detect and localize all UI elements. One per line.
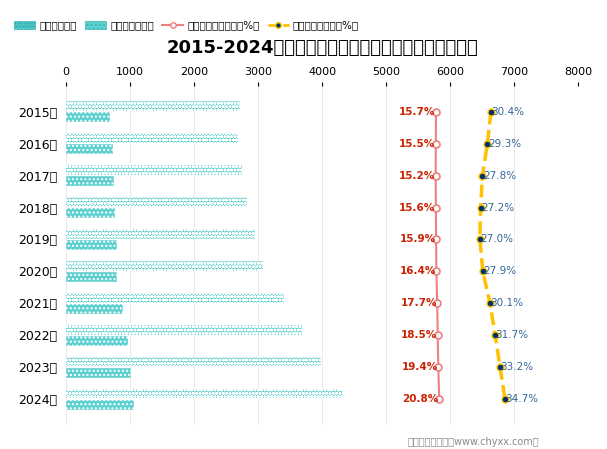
- Bar: [66, 145, 113, 154]
- Text: 31.7%: 31.7%: [495, 330, 529, 340]
- Bar: [66, 336, 128, 346]
- Text: 15.6%: 15.6%: [399, 202, 435, 212]
- Text: 20.8%: 20.8%: [402, 394, 439, 404]
- Bar: [66, 176, 114, 186]
- Text: 15.9%: 15.9%: [399, 234, 436, 244]
- Legend: 存货（亿元）, 产成品（亿元）, 存货占流动资产比（%）, 存货占总资产比（%）: 存货（亿元）, 产成品（亿元）, 存货占流动资产比（%）, 存货占总资产比（%）: [10, 17, 363, 35]
- Bar: [66, 261, 263, 271]
- Bar: [66, 240, 117, 250]
- Text: 18.5%: 18.5%: [401, 330, 438, 340]
- Bar: [66, 133, 239, 143]
- Bar: [66, 325, 302, 335]
- Text: 15.5%: 15.5%: [399, 139, 435, 149]
- Text: 16.4%: 16.4%: [399, 266, 436, 277]
- Text: 17.7%: 17.7%: [401, 299, 437, 308]
- Text: 27.8%: 27.8%: [483, 171, 516, 180]
- Title: 2015-2024年酒、饮料和精制茶制造业企业存货统计图: 2015-2024年酒、饮料和精制茶制造业企业存货统计图: [166, 39, 478, 57]
- Text: 34.7%: 34.7%: [506, 394, 538, 404]
- Bar: [66, 165, 242, 175]
- Text: 27.9%: 27.9%: [483, 266, 517, 277]
- Bar: [66, 197, 246, 207]
- Text: 29.3%: 29.3%: [488, 139, 521, 149]
- Bar: [66, 304, 123, 314]
- Text: 15.2%: 15.2%: [399, 171, 435, 180]
- Text: 30.1%: 30.1%: [490, 299, 523, 308]
- Text: 19.4%: 19.4%: [402, 362, 438, 372]
- Text: 制图：智研咨询（www.chyxx.com）: 制图：智研咨询（www.chyxx.com）: [408, 436, 539, 446]
- Text: 33.2%: 33.2%: [501, 362, 534, 372]
- Bar: [66, 357, 321, 366]
- Text: 27.2%: 27.2%: [481, 202, 514, 212]
- Bar: [66, 229, 255, 239]
- Text: 27.0%: 27.0%: [480, 234, 514, 244]
- Bar: [66, 368, 132, 378]
- Text: 15.7%: 15.7%: [399, 107, 436, 117]
- Bar: [66, 272, 117, 282]
- Text: 30.4%: 30.4%: [491, 107, 524, 117]
- Bar: [66, 400, 134, 409]
- Bar: [66, 389, 343, 398]
- Bar: [66, 101, 240, 111]
- Bar: [66, 112, 110, 122]
- Bar: [66, 208, 115, 218]
- Bar: [66, 293, 284, 303]
